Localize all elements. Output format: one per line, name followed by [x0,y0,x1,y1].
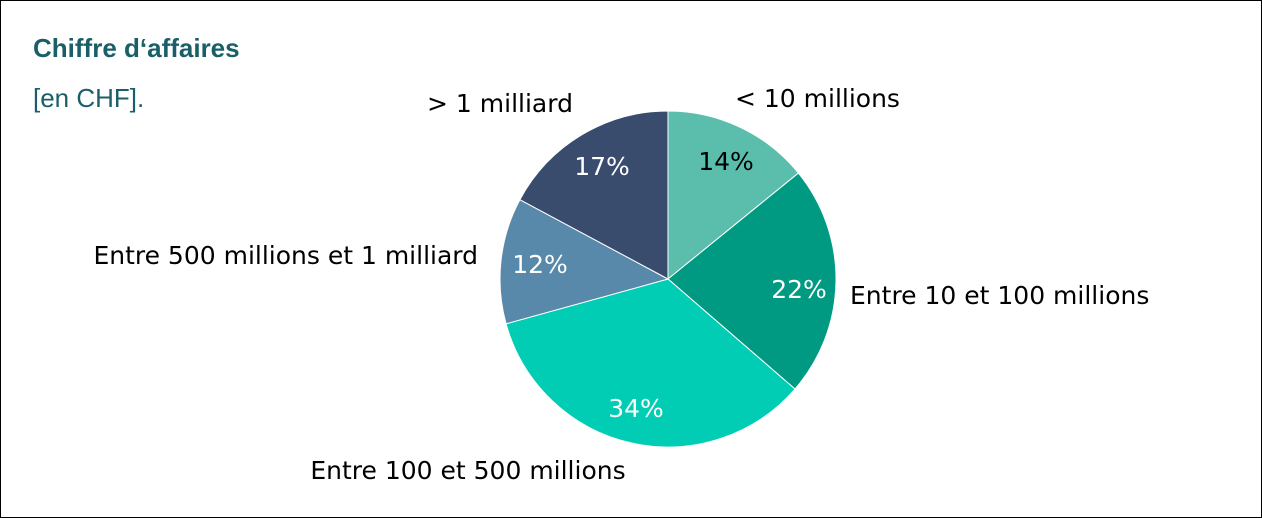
data-label: 22% [771,275,827,304]
pie-slice [667,110,800,281]
data-label: 12% [512,250,568,279]
pie-slice [505,278,796,448]
chart-title: Chiffre d‘affaires [33,33,240,63]
chart-subtitle: [en CHF]. [33,83,144,113]
category-label: Entre 500 millions et 1 milliard [93,241,478,270]
data-label: 17% [574,152,630,181]
pie-slice [499,198,670,325]
category-label: Entre 10 et 100 millions [850,281,1149,310]
pie-slice [519,110,669,280]
category-label: Entre 100 et 500 millions [310,456,625,485]
category-label: < 10 millions [735,84,900,113]
category-label: > 1 milliard [427,89,573,118]
data-label: 34% [608,394,664,423]
data-label: 14% [698,147,754,176]
pie-slice [667,172,837,390]
